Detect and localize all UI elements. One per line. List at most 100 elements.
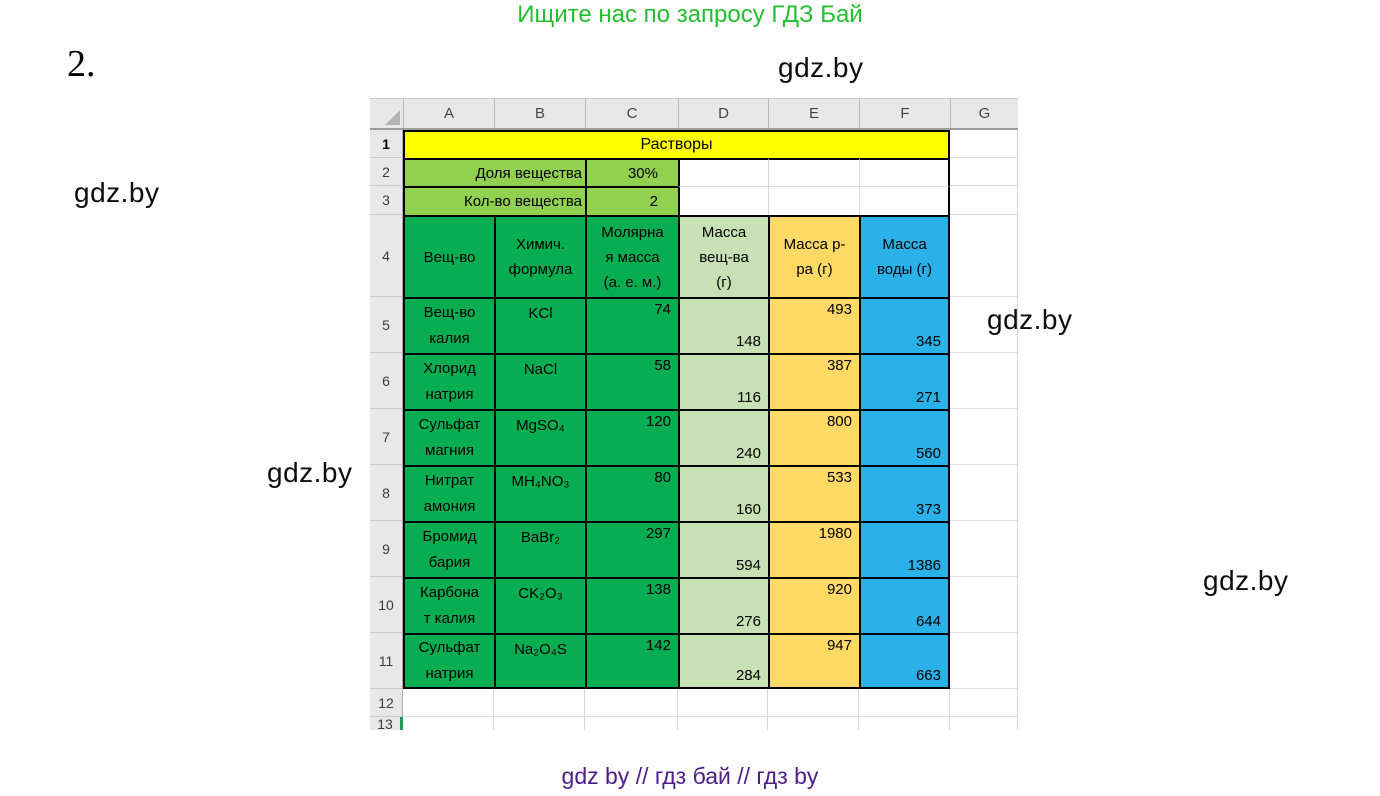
cell-empty[interactable] — [950, 465, 1018, 521]
cell-mass-substance[interactable]: 594 — [678, 521, 768, 577]
cell-substance[interactable]: Сульфат натрия — [403, 633, 494, 689]
column-header-a[interactable]: A — [403, 99, 494, 128]
cell-mass-substance[interactable]: 148 — [678, 297, 768, 353]
header-molar-mass[interactable]: Молярна я масса (а. е. м.) — [585, 215, 678, 297]
row-header-7[interactable]: 7 — [370, 409, 403, 465]
cell-formula[interactable]: MgSO₄ — [494, 409, 585, 465]
row-header-6[interactable]: 6 — [370, 353, 403, 409]
row-header-8[interactable]: 8 — [370, 465, 403, 521]
cell-mass-water[interactable]: 1386 — [859, 521, 950, 577]
cell-mass-solution[interactable]: 533 — [768, 465, 859, 521]
cell-molar-mass[interactable]: 74 — [585, 297, 678, 353]
cell-param-value[interactable]: 2 — [585, 186, 678, 215]
cell-empty[interactable] — [950, 158, 1018, 186]
cell-molar-mass[interactable]: 142 — [585, 633, 678, 689]
cell-formula[interactable]: MH₄NO₃ — [494, 465, 585, 521]
cell-substance[interactable]: Карбона т калия — [403, 577, 494, 633]
select-all-corner[interactable] — [370, 99, 403, 128]
cell-substance[interactable]: Нитрат амония — [403, 465, 494, 521]
cell-substance[interactable]: Вещ-во калия — [403, 297, 494, 353]
column-header-b[interactable]: B — [494, 99, 585, 128]
cell-empty[interactable] — [585, 689, 678, 717]
cell-empty[interactable] — [403, 717, 494, 730]
cell-empty[interactable] — [585, 717, 678, 730]
cell-param-label[interactable]: Кол-во вещества — [403, 186, 585, 215]
cell-empty[interactable] — [950, 409, 1018, 465]
cell-empty[interactable] — [768, 186, 859, 215]
cell-mass-solution[interactable]: 1980 — [768, 521, 859, 577]
cell-empty[interactable] — [950, 186, 1018, 215]
column-header-e[interactable]: E — [768, 99, 859, 128]
row-header-4[interactable]: 4 — [370, 215, 403, 297]
row-header-13[interactable]: 13 — [370, 716, 403, 732]
row-header-11[interactable]: 11 — [370, 633, 403, 689]
cell-substance[interactable]: Сульфат магния — [403, 409, 494, 465]
cell-mass-water[interactable]: 560 — [859, 409, 950, 465]
row-header-5[interactable]: 5 — [370, 297, 403, 353]
cell-mass-solution[interactable]: 800 — [768, 409, 859, 465]
cell-substance[interactable]: Хлорид натрия — [403, 353, 494, 409]
cell-formula[interactable]: BaBr₂ — [494, 521, 585, 577]
row-header-9[interactable]: 9 — [370, 521, 403, 577]
cell-empty[interactable] — [859, 186, 950, 215]
cell-table-title[interactable]: Растворы — [403, 130, 950, 158]
cell-mass-substance[interactable]: 284 — [678, 633, 768, 689]
row-header-12[interactable]: 12 — [370, 689, 403, 717]
cell-param-label[interactable]: Доля вещества — [403, 158, 585, 186]
cell-param-value[interactable]: 30% — [585, 158, 678, 186]
cell-molar-mass[interactable]: 58 — [585, 353, 678, 409]
cell-mass-solution[interactable]: 920 — [768, 577, 859, 633]
cell-mass-solution[interactable]: 947 — [768, 633, 859, 689]
header-substance[interactable]: Вещ-во — [403, 215, 494, 297]
cell-molar-mass[interactable]: 297 — [585, 521, 678, 577]
row-header-1[interactable]: 1 — [370, 130, 403, 158]
cell-empty[interactable] — [678, 158, 768, 186]
header-mass-solution[interactable]: Масса р- ра (г) — [768, 215, 859, 297]
cell-empty[interactable] — [678, 689, 768, 717]
cell-molar-mass[interactable]: 120 — [585, 409, 678, 465]
cell-mass-water[interactable]: 663 — [859, 633, 950, 689]
row-header-2[interactable]: 2 — [370, 158, 403, 186]
row-header-3[interactable]: 3 — [370, 186, 403, 215]
header-mass-water[interactable]: Масса воды (г) — [859, 215, 950, 297]
cell-empty[interactable] — [768, 158, 859, 186]
column-header-c[interactable]: C — [585, 99, 678, 128]
cell-mass-solution[interactable]: 493 — [768, 297, 859, 353]
cell-empty[interactable] — [950, 717, 1018, 730]
cell-empty[interactable] — [859, 689, 950, 717]
cell-empty[interactable] — [768, 717, 859, 730]
cell-formula[interactable]: KCl — [494, 297, 585, 353]
cell-empty[interactable] — [950, 353, 1018, 409]
row-header-10[interactable]: 10 — [370, 577, 403, 633]
cell-empty[interactable] — [768, 689, 859, 717]
cell-mass-water[interactable]: 644 — [859, 577, 950, 633]
cell-empty[interactable] — [678, 717, 768, 730]
cell-empty[interactable] — [678, 186, 768, 215]
cell-mass-water[interactable]: 271 — [859, 353, 950, 409]
cell-empty[interactable] — [494, 717, 585, 730]
column-header-f[interactable]: F — [859, 99, 950, 128]
cell-mass-water[interactable]: 373 — [859, 465, 950, 521]
cell-empty[interactable] — [950, 297, 1018, 353]
column-header-g[interactable]: G — [950, 99, 1018, 128]
cell-mass-substance[interactable]: 160 — [678, 465, 768, 521]
cell-empty[interactable] — [403, 689, 494, 717]
header-mass-substance[interactable]: Масса вещ-ва (г) — [678, 215, 768, 297]
cell-empty[interactable] — [950, 577, 1018, 633]
cell-empty[interactable] — [950, 689, 1018, 717]
cell-mass-solution[interactable]: 387 — [768, 353, 859, 409]
cell-molar-mass[interactable]: 80 — [585, 465, 678, 521]
cell-mass-water[interactable]: 345 — [859, 297, 950, 353]
cell-empty[interactable] — [859, 158, 950, 186]
cell-formula[interactable]: Na₂O₄S — [494, 633, 585, 689]
header-formula[interactable]: Химич. формула — [494, 215, 585, 297]
cell-mass-substance[interactable]: 276 — [678, 577, 768, 633]
cell-mass-substance[interactable]: 240 — [678, 409, 768, 465]
cell-substance[interactable]: Бромид бария — [403, 521, 494, 577]
cell-empty[interactable] — [950, 633, 1018, 689]
cell-mass-substance[interactable]: 116 — [678, 353, 768, 409]
cell-empty[interactable] — [859, 717, 950, 730]
column-header-d[interactable]: D — [678, 99, 768, 128]
cell-empty[interactable] — [494, 689, 585, 717]
cell-molar-mass[interactable]: 138 — [585, 577, 678, 633]
